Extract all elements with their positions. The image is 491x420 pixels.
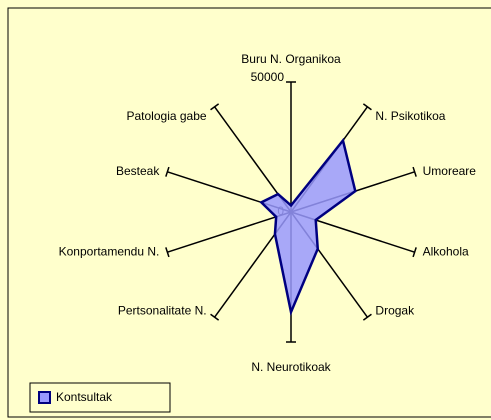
legend-swatch [38,391,51,404]
tick-mark [362,103,372,111]
chart-border [7,7,491,418]
legend-label: Kontsultak [56,390,113,404]
category-label: Umoreare [423,164,477,178]
tick-label: 50000 [251,70,285,84]
category-label: Besteak [116,164,160,178]
tick-mark [165,166,170,177]
category-label: Drogak [375,303,415,317]
category-label: Konportamendu N. [59,244,160,258]
axis-line [167,211,292,253]
tick-mark [412,166,417,177]
series-area [259,137,357,317]
category-label: Buru N. Organikoa [241,52,341,66]
tick-mark [362,313,372,321]
tick-mark [412,247,417,258]
category-label: Patologia gabe [127,109,207,123]
tick-mark [165,247,170,258]
tick-mark [210,103,220,111]
category-label: N. Neurotikoak [251,360,331,374]
category-label: Pertsonalitate N. [118,303,207,317]
legend-box [29,382,171,413]
tick-mark [210,313,220,321]
category-label: Alkohola [423,244,469,258]
category-label: N. Psikotikoa [375,109,445,123]
